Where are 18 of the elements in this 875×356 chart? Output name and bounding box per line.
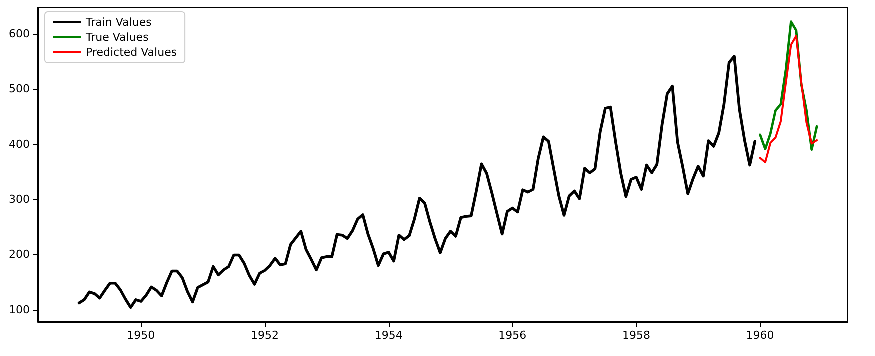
- legend-label: Train Values: [85, 16, 152, 29]
- y-tick-label: 600: [9, 27, 30, 40]
- x-tick-label: 1954: [374, 329, 403, 342]
- legend-label: True Values: [85, 31, 150, 44]
- legend-label: Predicted Values: [86, 46, 178, 59]
- y-tick-label: 200: [9, 248, 30, 262]
- x-tick-label: 1952: [251, 329, 280, 342]
- x-tick-label: 1960: [746, 329, 774, 342]
- x-tick-label: 1956: [498, 329, 527, 342]
- y-tick-label: 100: [9, 303, 30, 316]
- y-tick-label: 500: [9, 82, 30, 96]
- line-series: [759, 35, 818, 164]
- y-tick-label: 400: [9, 138, 30, 151]
- x-tick-label: 1958: [622, 329, 650, 342]
- y-tick-label: 300: [9, 192, 30, 206]
- x-tick-label: 1950: [127, 329, 156, 342]
- line-series: [759, 20, 818, 152]
- line-series: [78, 55, 757, 310]
